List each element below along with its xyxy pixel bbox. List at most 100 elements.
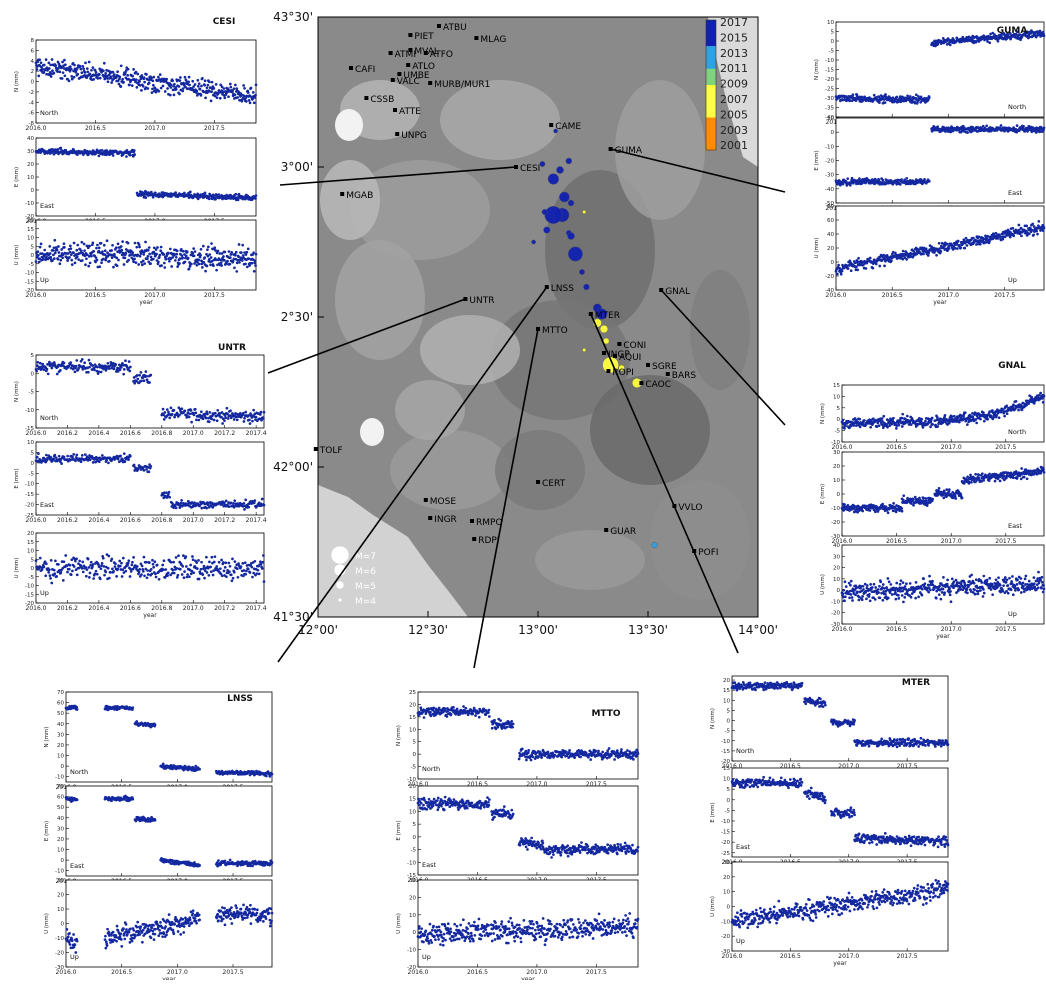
data-point (181, 573, 184, 576)
data-point (73, 76, 76, 79)
data-point (194, 408, 197, 411)
data-point (173, 572, 176, 575)
data-point (253, 270, 256, 273)
data-point (232, 577, 235, 580)
data-point (245, 100, 248, 103)
y-tick-label: 0 (837, 492, 841, 498)
data-point (136, 253, 139, 256)
data-point (111, 568, 114, 571)
data-point (180, 499, 183, 502)
data-point (843, 503, 846, 506)
data-point (53, 72, 56, 75)
data-point (895, 96, 898, 99)
data-point (242, 412, 245, 415)
colorbar-segment (706, 33, 716, 37)
data-point (106, 239, 109, 242)
data-point (1043, 395, 1046, 398)
x-tick-label: 2017.4 (246, 430, 267, 437)
data-point (232, 502, 235, 505)
station-marker (646, 363, 650, 367)
y-tick-label: 10 (833, 394, 840, 400)
data-point (927, 254, 930, 257)
data-point (92, 250, 95, 253)
data-point (99, 578, 102, 581)
data-point (114, 363, 117, 366)
data-point (41, 568, 44, 571)
data-point (123, 263, 126, 266)
data-point (208, 198, 211, 201)
data-point (901, 417, 904, 420)
y-tick-label: -5 (29, 262, 35, 268)
data-point (88, 61, 91, 64)
data-point (53, 246, 56, 249)
component-name: Up (40, 276, 49, 284)
data-point (54, 64, 57, 67)
data-point (175, 556, 178, 559)
data-point (75, 454, 78, 457)
data-point (212, 87, 215, 90)
data-point (148, 253, 151, 256)
data-point (836, 273, 839, 276)
data-point (843, 427, 846, 430)
data-point (89, 73, 92, 76)
data-point (944, 414, 947, 417)
colorbar-segment (706, 49, 716, 53)
data-point (133, 153, 136, 156)
data-point (138, 80, 141, 83)
data-point (132, 68, 135, 71)
y-tick-label: -10 (831, 506, 840, 512)
data-point (43, 566, 46, 569)
data-point (54, 454, 57, 457)
station-marker (424, 498, 428, 502)
data-point (104, 72, 107, 75)
y-tick-label: -4 (29, 100, 35, 106)
data-point (202, 90, 205, 93)
colorbar-segment (706, 30, 716, 34)
data-point (221, 422, 224, 425)
y-tick-label: 10 (833, 478, 840, 484)
data-point (205, 507, 208, 510)
data-point (92, 563, 95, 566)
data-point (57, 258, 60, 261)
y-axis-label: E (mm) (814, 150, 820, 170)
earthquake-marker (652, 542, 658, 548)
y-tick-label: 0 (31, 188, 35, 194)
data-point (130, 564, 133, 567)
data-point (236, 418, 239, 421)
data-point (249, 571, 252, 574)
data-point (50, 75, 53, 78)
data-point (179, 76, 182, 79)
colorbar-segment (706, 124, 716, 128)
data-point (110, 249, 113, 252)
data-point (906, 415, 909, 418)
station-marker (314, 447, 318, 451)
data-point (241, 259, 244, 262)
colorbar-segment (706, 79, 716, 83)
data-point (96, 366, 99, 369)
data-point (178, 85, 181, 88)
y-tick-label: -15 (25, 279, 34, 285)
y-tick-label: 10 (27, 549, 34, 555)
station-marker (408, 33, 412, 37)
data-point (148, 82, 151, 85)
data-point (102, 69, 105, 72)
data-point (205, 556, 208, 559)
data-point (143, 469, 146, 472)
data-point (172, 561, 175, 564)
lake-trasimeno (335, 109, 363, 141)
x-tick-label: 2017.2 (214, 605, 235, 612)
data-point (68, 256, 71, 259)
terrain-relief (420, 315, 520, 385)
data-point (204, 79, 207, 82)
y-tick-label: 0 (31, 80, 35, 86)
data-point (191, 80, 194, 83)
data-point (173, 94, 176, 97)
y-tick-label: -15 (25, 492, 34, 498)
data-point (148, 561, 151, 564)
data-point (190, 421, 193, 424)
data-point (182, 87, 185, 90)
data-point (84, 255, 87, 258)
data-point (144, 196, 147, 199)
colorbar-year-label: 2001 (720, 139, 748, 152)
data-point (237, 198, 240, 201)
